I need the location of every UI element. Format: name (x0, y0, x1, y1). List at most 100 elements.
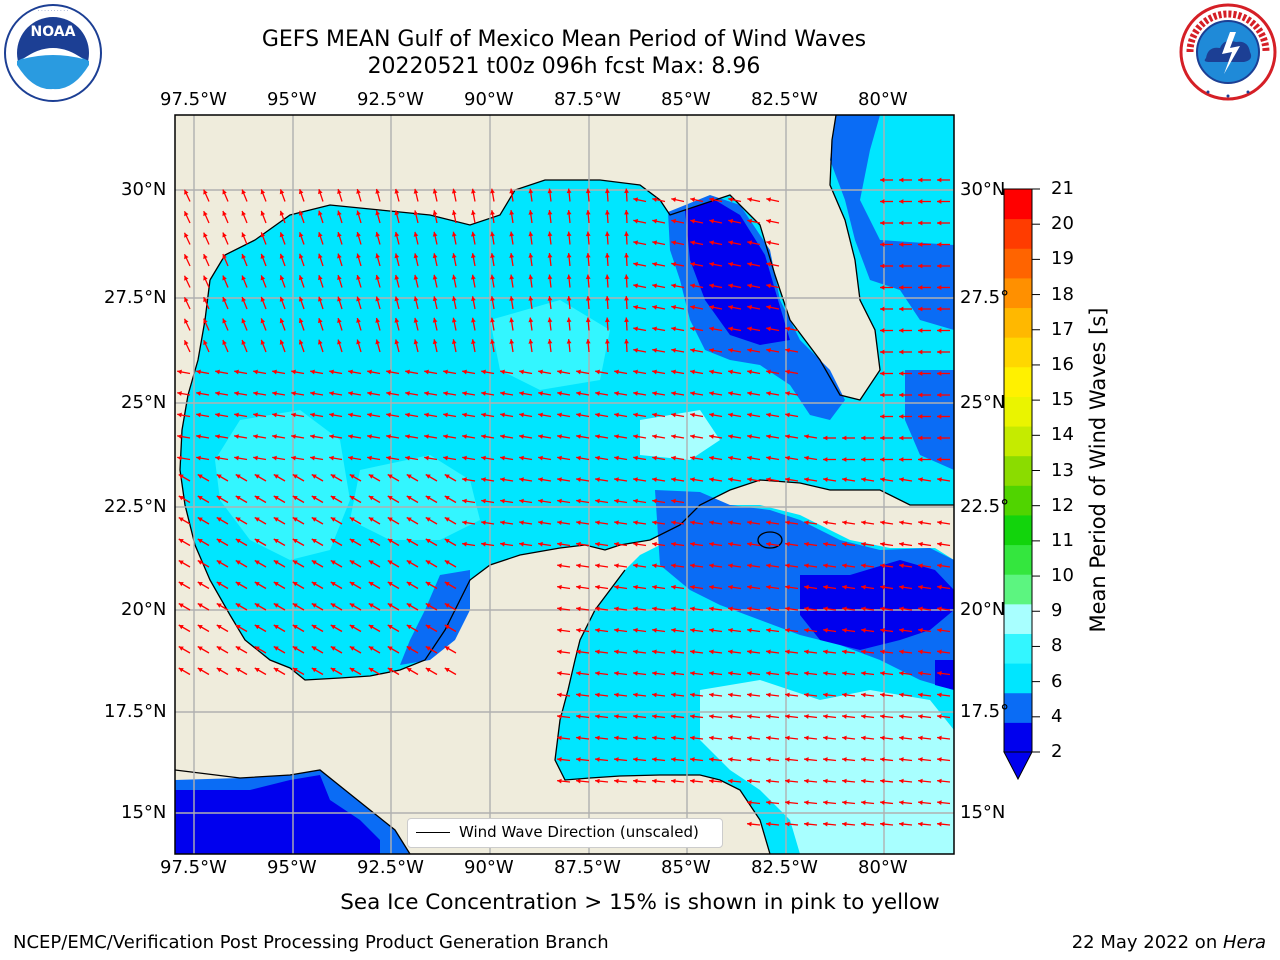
wind-arrow-head (937, 349, 942, 355)
wind-arrow-head (368, 646, 374, 651)
wind-arrow-head (842, 584, 847, 590)
wind-arrow-head (861, 800, 866, 805)
wind-arrow-head (604, 188, 610, 194)
wind-arrow-head (823, 821, 828, 827)
wind-arrow-head (823, 584, 828, 590)
wind-arrow-head (222, 340, 227, 346)
wind-arrow-head (918, 328, 923, 333)
wind-arrow-head (652, 240, 658, 246)
wind-arrow-head (318, 232, 323, 238)
wind-arrow-head (614, 606, 619, 612)
wind-arrow-head (804, 520, 809, 526)
wind-arrow-head (444, 474, 450, 479)
wind-arrow-head (652, 261, 658, 267)
wind-arrow-head (880, 477, 885, 482)
wind-arrow-head (471, 274, 476, 280)
wind-arrow-head (253, 369, 258, 375)
wind-arrow-head (937, 199, 942, 204)
wind-arrow-head (785, 541, 790, 547)
wind-arrow-head (481, 369, 486, 375)
wind-arrow-head (406, 496, 412, 501)
wind-arrow-head (241, 275, 246, 281)
wind-arrow-head (292, 539, 298, 544)
wind-arrow-head (557, 671, 562, 676)
wind-arrow-head (728, 649, 733, 655)
wind-arrow-head (557, 477, 562, 482)
wind-arrow-head (585, 274, 591, 280)
wind-arrow-head (709, 261, 715, 267)
wind-arrow-head (690, 391, 695, 396)
wind-arrow-head (766, 305, 771, 310)
wind-arrow-head (367, 369, 372, 375)
nws-logo (1179, 3, 1277, 101)
wind-arrow-head (178, 603, 184, 608)
wind-arrow-head (235, 646, 241, 651)
lon-label-bottom: 87.5°W (554, 857, 621, 878)
wind-arrow-head (197, 582, 203, 587)
wind-arrow-head (595, 412, 600, 418)
wind-arrow-head (253, 391, 258, 396)
wind-arrow-head (519, 498, 524, 504)
wind-arrow-head (842, 477, 847, 482)
wind-arrow-head (918, 778, 923, 784)
colorbar-segment (1004, 248, 1032, 279)
wind-arrow-head (356, 275, 361, 280)
wind-arrow-head (196, 391, 201, 396)
wind-arrow-head (652, 541, 657, 547)
wind-arrow-head (222, 318, 227, 324)
wind-arrow-head (937, 735, 942, 741)
wind-arrow-head (509, 210, 515, 215)
wind-arrow-head (766, 391, 771, 396)
wind-arrow-head (633, 412, 638, 418)
wind-arrow-head (481, 541, 486, 547)
wind-arrow-head (880, 177, 885, 183)
wind-arrow-head (880, 414, 885, 419)
wind-arrow-head (462, 498, 467, 504)
wind-arrow-head (804, 671, 809, 676)
wind-arrow-head (823, 520, 828, 526)
wind-arrow-head (196, 455, 201, 461)
wind-arrow-head (823, 457, 828, 462)
wind-arrow-head (425, 646, 431, 651)
wind-arrow-head (614, 714, 619, 719)
wind-arrow-head (291, 434, 296, 439)
wind-arrow-head (500, 369, 505, 375)
wind-arrow-head (462, 434, 467, 439)
wind-arrow-head (728, 520, 733, 526)
wind-arrow-head (937, 177, 942, 183)
wind-arrow-head (566, 231, 572, 237)
wind-arrow-head (633, 477, 638, 482)
svg-text:NOAA: NOAA (31, 24, 76, 40)
wind-arrow-head (918, 263, 923, 269)
wind-arrow-head (406, 668, 412, 673)
wind-arrow-head (633, 498, 638, 504)
wind-arrow-head (899, 435, 904, 441)
wind-arrow-head (406, 539, 412, 544)
wind-arrow-head (918, 457, 923, 462)
wind-arrow-head (197, 496, 203, 501)
wind-arrow-head (375, 188, 381, 194)
wind-arrow-head (311, 603, 317, 608)
wind-arrow-head (690, 563, 695, 569)
wind-arrow-head (709, 434, 714, 439)
wind-arrow-head (387, 603, 393, 608)
wind-arrow-head (509, 317, 515, 323)
wind-arrow-head (254, 646, 260, 651)
wind-arrow-head (184, 275, 189, 281)
wind-arrow-head (349, 625, 355, 630)
wind-arrow-head (804, 434, 809, 439)
colorbar-frame (1003, 188, 1033, 753)
wind-arrow-head (899, 627, 904, 633)
wind-arrow-head (367, 391, 372, 396)
wind-arrow-head (595, 563, 600, 569)
wind-arrow-head (576, 477, 581, 482)
wind-arrow-head (519, 391, 524, 396)
colorbar-segment (1004, 277, 1032, 309)
wind-arrow-head (709, 283, 715, 289)
wind-arrow-head (709, 714, 714, 719)
wind-arrow-head (709, 218, 715, 224)
wind-arrow-head (728, 735, 733, 741)
wind-arrow-head (671, 541, 676, 547)
wind-arrow-head (368, 539, 374, 544)
colorbar-tick-label: 11 (1051, 529, 1074, 551)
